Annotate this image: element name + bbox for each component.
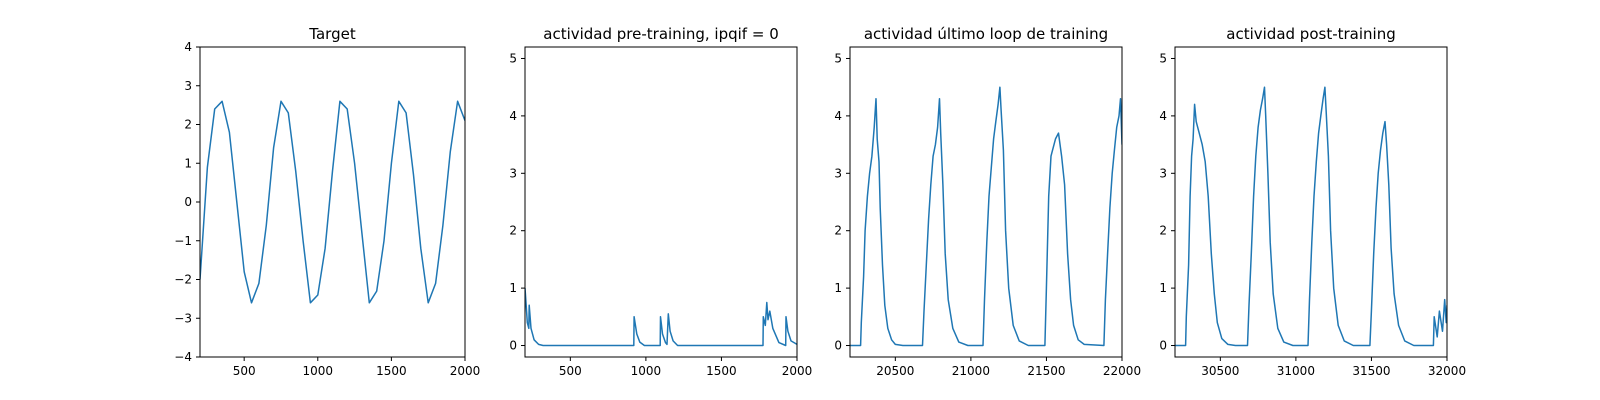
y-tick-label: 2 xyxy=(834,224,842,238)
subplot-title: actividad post-training xyxy=(1226,25,1395,43)
x-tick-label: 21500 xyxy=(1027,364,1065,378)
x-tick-label: 31000 xyxy=(1277,364,1315,378)
y-tick-label: 0 xyxy=(184,195,192,209)
x-tick-label: 500 xyxy=(233,364,256,378)
x-tick-label: 1000 xyxy=(631,364,662,378)
y-tick-label: −3 xyxy=(174,311,192,325)
plot-frame xyxy=(849,46,1123,358)
y-tick-label: 4 xyxy=(834,109,842,123)
y-tick-label: 1 xyxy=(834,281,842,295)
y-tick-label: 0 xyxy=(834,339,842,353)
x-tick-label: 20500 xyxy=(876,364,914,378)
plot-frame xyxy=(524,46,798,358)
x-tick-label: 2000 xyxy=(450,364,481,378)
series-line xyxy=(1175,86,1447,347)
y-tick-label: 3 xyxy=(509,166,517,180)
x-tick-label: 31500 xyxy=(1352,364,1390,378)
series-line xyxy=(200,100,465,304)
x-tick-label: 22000 xyxy=(1103,364,1141,378)
y-tick-label: 1 xyxy=(509,281,517,295)
y-tick-label: 2 xyxy=(1159,224,1167,238)
y-tick-label: 1 xyxy=(1159,281,1167,295)
y-tick-label: −1 xyxy=(174,234,192,248)
series-line xyxy=(525,288,797,347)
series-line xyxy=(850,86,1122,347)
y-tick-label: 4 xyxy=(1159,109,1167,123)
y-tick-label: 5 xyxy=(1159,51,1167,65)
x-tick-label: 2000 xyxy=(782,364,813,378)
x-tick-label: 1500 xyxy=(706,364,737,378)
y-tick-label: −2 xyxy=(174,273,192,287)
x-tick-label: 500 xyxy=(559,364,582,378)
y-tick-label: 3 xyxy=(184,79,192,93)
plot-frame xyxy=(1174,46,1448,358)
subplot-1: Target 500 1000 1500 2000 −4 −3 −2 −1 0 1 2 3 4 xyxy=(174,25,480,378)
x-tick-label: 30500 xyxy=(1201,364,1239,378)
y-tick-label: 1 xyxy=(184,156,192,170)
subplot-title: actividad pre-training, ipqif = 0 xyxy=(543,25,779,43)
y-tick-label: 3 xyxy=(1159,166,1167,180)
y-tick-label: 0 xyxy=(509,339,517,353)
y-tick-label: 5 xyxy=(509,51,517,65)
x-tick-label: 1000 xyxy=(303,364,334,378)
y-tick-label: 4 xyxy=(184,40,192,54)
y-tick-label: 0 xyxy=(1159,339,1167,353)
x-tick-label: 32000 xyxy=(1428,364,1466,378)
y-tick-label: 3 xyxy=(834,166,842,180)
y-tick-label: 2 xyxy=(509,224,517,238)
x-tick-label: 21000 xyxy=(952,364,990,378)
y-tick-label: 4 xyxy=(509,109,517,123)
y-tick-label: 2 xyxy=(184,118,192,132)
subplot-title: actividad último loop de training xyxy=(864,25,1108,43)
subplot-2: actividad pre-training, ipqif = 0 500 1000… xyxy=(509,25,812,378)
y-tick-label: −4 xyxy=(174,350,192,364)
x-tick-label: 1500 xyxy=(376,364,407,378)
subplot-title: Target xyxy=(308,25,356,43)
y-tick-label: 5 xyxy=(834,51,842,65)
